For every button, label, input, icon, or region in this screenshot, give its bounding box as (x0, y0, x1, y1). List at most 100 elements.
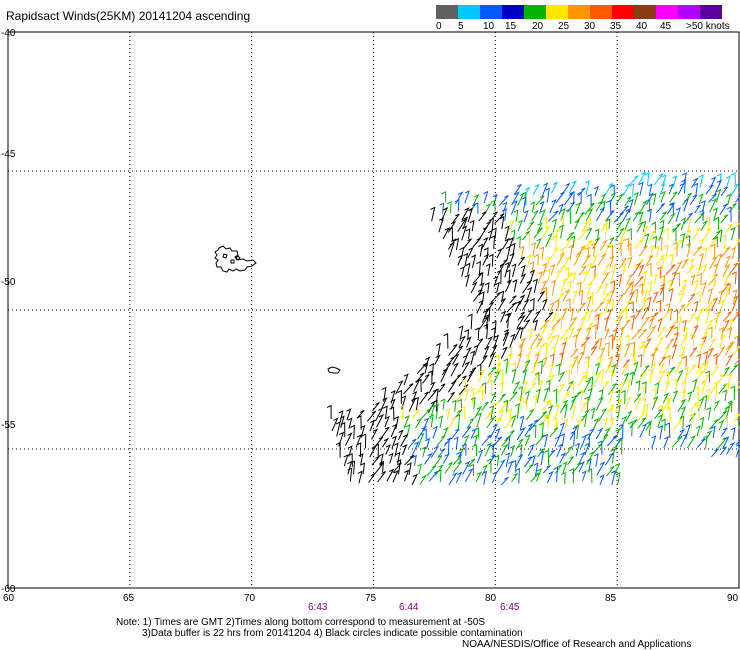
wind-barb (553, 466, 559, 483)
wind-barb (660, 418, 666, 431)
wind-barb (555, 191, 565, 204)
wind-barb (722, 436, 730, 449)
wind-barb (518, 326, 524, 339)
wind-barb (708, 419, 719, 430)
wind-barb (639, 386, 645, 402)
wind-barb (732, 238, 740, 250)
wind-barb (459, 266, 465, 277)
wind-barb (628, 301, 634, 314)
wind-barb (686, 434, 697, 449)
wind-barb (591, 264, 596, 278)
wind-barb (733, 335, 739, 349)
wind-barb (633, 191, 639, 205)
wind-barb (679, 415, 685, 430)
wind-barb (630, 314, 636, 331)
wind-barb (718, 373, 726, 384)
wind-barb (493, 275, 499, 287)
wind-barb (600, 380, 610, 393)
wind-barb (397, 389, 402, 404)
wind-barb (655, 203, 666, 214)
wind-barb (539, 246, 545, 260)
wind-barb (614, 462, 621, 474)
legend-swatch-9 (634, 5, 656, 19)
wind-barb (426, 465, 437, 476)
wind-barb (713, 400, 720, 411)
wind-barb (656, 299, 662, 313)
wind-barb (642, 289, 648, 304)
wind-barb (427, 370, 433, 384)
lon-label-70: 70 (244, 593, 256, 604)
wind-barb (693, 182, 699, 196)
wind-barb (441, 191, 447, 203)
wind-barb (720, 246, 731, 258)
wind-barb (565, 298, 571, 312)
wind-barb (390, 389, 396, 404)
wind-barb (599, 239, 609, 251)
wind-barb (470, 281, 478, 294)
wind-barb (482, 253, 490, 266)
wind-barb (698, 174, 704, 188)
wind-barb (719, 203, 729, 215)
wind-barb (442, 427, 449, 439)
wind-barb (379, 460, 385, 473)
wind-barb (411, 441, 420, 456)
wind-barb (693, 279, 699, 293)
wind-barb (622, 307, 628, 320)
wind-barb (512, 381, 521, 394)
wind-barb (371, 428, 379, 440)
wind-barb (699, 209, 704, 222)
wind-barb (503, 358, 509, 374)
wind-barb (713, 316, 719, 331)
wind-barb (389, 406, 395, 421)
wind-barb (563, 418, 569, 430)
wind-barb (545, 256, 551, 268)
wind-barb (434, 354, 441, 365)
wind-barb (511, 459, 517, 473)
wind-barb (665, 396, 671, 410)
wind-barb (647, 368, 653, 383)
wind-barb (448, 472, 458, 486)
wind-barb (438, 415, 443, 428)
wind-barb (485, 307, 491, 322)
wind-barb (573, 251, 583, 266)
wind-barb (615, 389, 620, 404)
legend-label-25: 25 (558, 21, 570, 32)
wind-barb (469, 219, 475, 232)
wind-barb (648, 314, 656, 330)
wind-barb (478, 272, 484, 286)
wind-barb (455, 413, 461, 429)
wind-barb (597, 253, 607, 266)
wind-barb (404, 469, 410, 482)
wind-barb (537, 290, 546, 302)
wind-barb (726, 341, 735, 351)
legend-swatch-10 (656, 5, 678, 19)
wind-barb (690, 274, 696, 286)
wind-barb (499, 290, 505, 303)
wind-barb (694, 315, 700, 331)
wind-barb (461, 225, 468, 241)
wind-barb (662, 392, 669, 404)
wind-barb (490, 291, 502, 304)
wind-barb (481, 401, 489, 411)
wind-barb (437, 448, 445, 458)
wind-barb (551, 318, 561, 329)
wind-barb (602, 263, 611, 275)
wind-barb (541, 399, 551, 412)
wind-barb (614, 353, 620, 368)
wind-barb (600, 218, 610, 232)
lat-label-45: -45 (1, 149, 16, 160)
wind-barb (646, 192, 655, 205)
wind-barb (702, 247, 708, 260)
wind-barb (447, 220, 457, 233)
wind-barb (594, 313, 600, 330)
wind-barb (452, 213, 460, 223)
wind-barb (633, 288, 639, 303)
wind-barb (484, 282, 490, 294)
wind-barb (357, 470, 363, 484)
wind-barb (610, 470, 616, 486)
wind-barb (637, 328, 648, 339)
wind-barb (411, 473, 419, 486)
wind-barb (514, 403, 520, 419)
wind-barb (522, 230, 530, 241)
